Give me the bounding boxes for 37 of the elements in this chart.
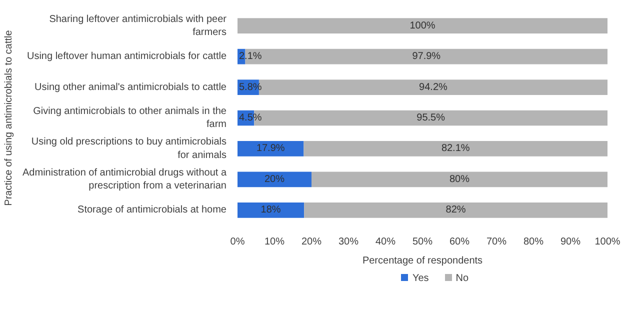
data-label: 82.1%	[441, 143, 470, 154]
x-tick-label: 60%	[449, 236, 470, 248]
x-tick-label: 10%	[264, 236, 285, 248]
y-tick-label: Administration of antimicrobial drugs without a prescription from a veterinarian	[22, 167, 227, 192]
y-tick-label: Sharing leftover antimicrobials with peer farmers	[49, 14, 228, 38]
bar	[304, 202, 608, 218]
data-label: 97.9%	[412, 51, 441, 62]
data-label: 17.9%	[256, 143, 285, 154]
x-axis-title: Percentage of respondents	[362, 256, 483, 266]
x-tick-label: 0%	[230, 236, 245, 248]
x-tick-label: 20%	[301, 236, 322, 248]
y-tick-label: Using leftover human antimicrobials for cattle	[26, 51, 227, 62]
x-tick-label: 100%	[594, 236, 620, 248]
data-label: 95.5%	[416, 112, 446, 124]
y-tick-label: Using other animal's antimicrobials to cattle	[34, 82, 227, 93]
data-label: 20%	[264, 174, 285, 185]
data-label: 94.2%	[419, 82, 448, 93]
x-tick-label: 50%	[412, 236, 433, 248]
x-tick-label: 80%	[523, 236, 544, 248]
y-tick-label: Storage of antimicrobials at home	[78, 204, 227, 216]
x-tick-label: 70%	[486, 236, 507, 248]
x-tick-label: 30%	[338, 236, 359, 248]
data-label: 82%	[446, 204, 466, 216]
data-label: 18%	[260, 204, 281, 216]
data-label: 100%	[410, 20, 436, 32]
y-tick-label: Using old prescriptions to buy antimicrobials for animals	[31, 136, 227, 161]
bar	[238, 202, 304, 218]
bar	[238, 172, 312, 188]
x-tick-label: 90%	[560, 236, 581, 248]
bar	[312, 172, 608, 188]
y-tick-label: Giving antimicrobials to other animals in the farm	[33, 106, 227, 130]
bar	[304, 141, 608, 156]
x-tick-label: 40%	[375, 236, 396, 248]
bar	[238, 18, 608, 34]
bar	[238, 141, 304, 156]
y-axis-title: Practice of using antimicrobials to cattle	[4, 30, 15, 206]
data-label: 80%	[449, 174, 470, 185]
